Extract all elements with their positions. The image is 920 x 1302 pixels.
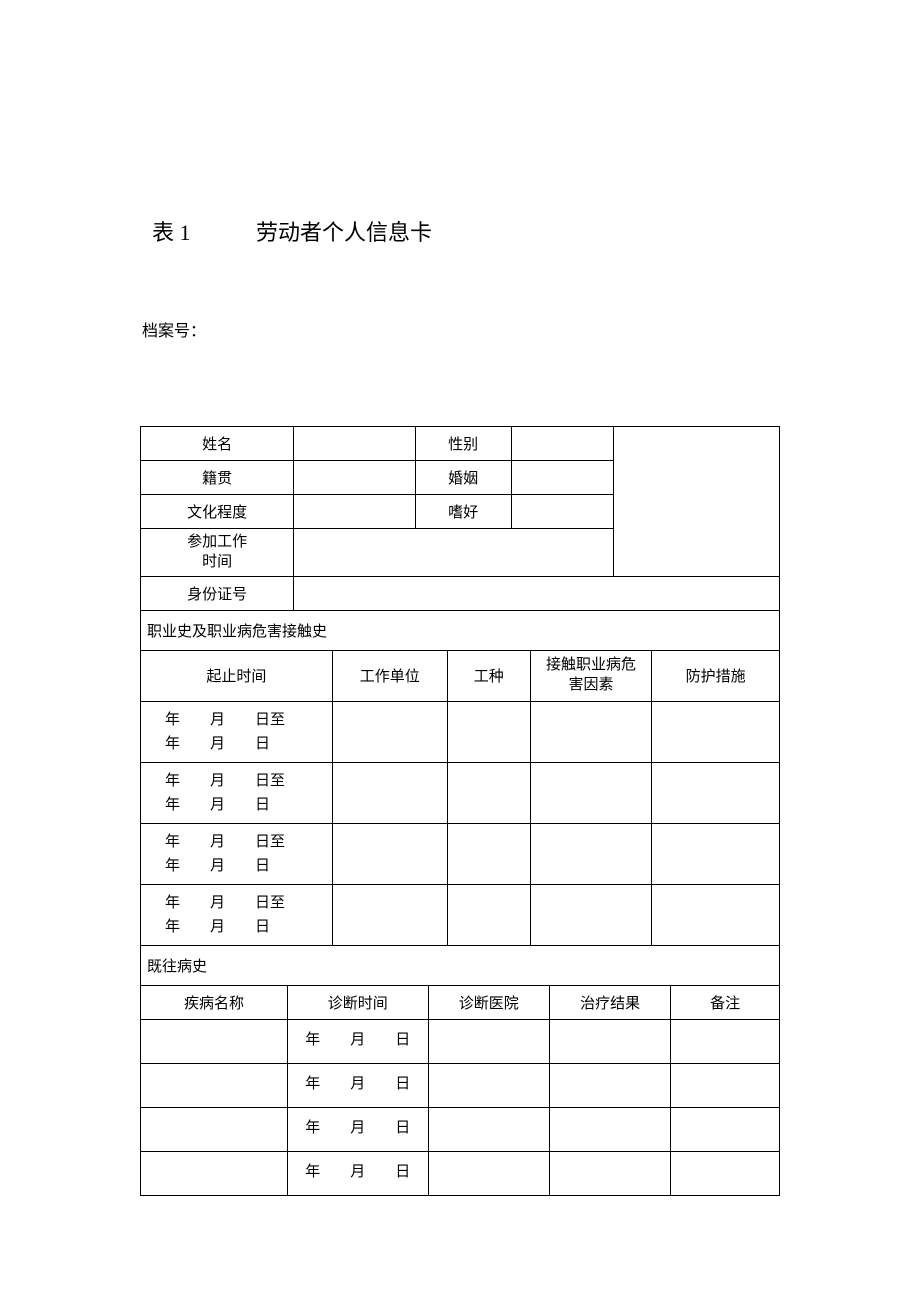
hobby-label: 嗜好: [415, 495, 511, 529]
jobtype-cell: [447, 884, 530, 945]
table-number: 表 1: [152, 220, 191, 245]
table-row: 年 月 日: [141, 1063, 780, 1107]
jobtype-cell: [447, 823, 530, 884]
result-cell: [549, 1019, 670, 1063]
occupation-section-title: 职业史及职业病危害接触史: [141, 611, 780, 651]
origin-label: 籍贯: [141, 461, 294, 495]
table-row: 姓名 性别: [141, 427, 780, 461]
hazard-cell: [530, 884, 651, 945]
name-value: [294, 427, 415, 461]
table-row: 年 月 日: [141, 1019, 780, 1063]
personal-info-table: 姓名 性别 籍贯 婚姻 文化程度 嗜好 参加工作时间 身份证号 职业史及职业病危…: [140, 426, 780, 651]
result-cell: [549, 1107, 670, 1151]
work-start-label: 参加工作时间: [141, 529, 294, 577]
work-start-value: [294, 529, 613, 577]
name-label: 姓名: [141, 427, 294, 461]
result-header: 治疗结果: [549, 986, 670, 1020]
hazard-cell: [530, 701, 651, 762]
history-section-title: 既往病史: [141, 945, 780, 985]
table-row: 身份证号: [141, 577, 780, 611]
hospital-cell: [428, 1063, 549, 1107]
table-row: 职业史及职业病危害接触史: [141, 611, 780, 651]
medical-history-table: 疾病名称 诊断时间 诊断医院 治疗结果 备注 年 月 日 年 月 日 年 月 日…: [140, 986, 780, 1196]
disease-header: 疾病名称: [141, 986, 288, 1020]
period-header: 起止时间: [141, 651, 333, 701]
employer-header: 工作单位: [332, 651, 447, 701]
protection-cell: [652, 701, 780, 762]
employer-cell: [332, 823, 447, 884]
period-cell: 年 月 日至年 月 日: [141, 823, 333, 884]
gender-value: [511, 427, 613, 461]
gender-label: 性别: [415, 427, 511, 461]
protection-cell: [652, 884, 780, 945]
hazard-cell: [530, 823, 651, 884]
employer-cell: [332, 884, 447, 945]
diagtime-cell: 年 月 日: [287, 1107, 428, 1151]
table-row: 年 月 日至年 月 日: [141, 701, 780, 762]
remark-cell: [671, 1063, 780, 1107]
disease-cell: [141, 1151, 288, 1195]
jobtype-cell: [447, 701, 530, 762]
marriage-label: 婚姻: [415, 461, 511, 495]
hospital-cell: [428, 1107, 549, 1151]
table-row: 既往病史: [141, 945, 780, 985]
remark-header: 备注: [671, 986, 780, 1020]
table-row: 年 月 日: [141, 1107, 780, 1151]
diagtime-cell: 年 月 日: [287, 1019, 428, 1063]
hospital-cell: [428, 1019, 549, 1063]
origin-value: [294, 461, 415, 495]
table-row: 年 月 日至年 月 日: [141, 884, 780, 945]
table-row: 起止时间 工作单位 工种 接触职业病危害因素 防护措施: [141, 651, 780, 701]
diagtime-cell: 年 月 日: [287, 1151, 428, 1195]
protection-cell: [652, 762, 780, 823]
diagtime-cell: 年 月 日: [287, 1063, 428, 1107]
id-value: [294, 577, 780, 611]
period-cell: 年 月 日至年 月 日: [141, 701, 333, 762]
result-cell: [549, 1151, 670, 1195]
occupation-history-table: 起止时间 工作单位 工种 接触职业病危害因素 防护措施 年 月 日至年 月 日 …: [140, 651, 780, 986]
table-row: 疾病名称 诊断时间 诊断医院 治疗结果 备注: [141, 986, 780, 1020]
period-cell: 年 月 日至年 月 日: [141, 762, 333, 823]
education-value: [294, 495, 415, 529]
jobtype-cell: [447, 762, 530, 823]
hospital-cell: [428, 1151, 549, 1195]
hazard-cell: [530, 762, 651, 823]
protection-header: 防护措施: [652, 651, 780, 701]
remark-cell: [671, 1107, 780, 1151]
jobtype-header: 工种: [447, 651, 530, 701]
period-cell: 年 月 日至年 月 日: [141, 884, 333, 945]
hazard-header: 接触职业病危害因素: [530, 651, 651, 701]
disease-cell: [141, 1107, 288, 1151]
id-label: 身份证号: [141, 577, 294, 611]
hospital-header: 诊断医院: [428, 986, 549, 1020]
education-label: 文化程度: [141, 495, 294, 529]
employer-cell: [332, 701, 447, 762]
employer-cell: [332, 762, 447, 823]
result-cell: [549, 1063, 670, 1107]
table-row: 年 月 日: [141, 1151, 780, 1195]
disease-cell: [141, 1063, 288, 1107]
remark-cell: [671, 1151, 780, 1195]
photo-cell: [613, 427, 779, 577]
page-title: 劳动者个人信息卡: [256, 220, 432, 245]
table-row: 年 月 日至年 月 日: [141, 762, 780, 823]
disease-cell: [141, 1019, 288, 1063]
marriage-value: [511, 461, 613, 495]
table-row: 年 月 日至年 月 日: [141, 823, 780, 884]
protection-cell: [652, 823, 780, 884]
remark-cell: [671, 1019, 780, 1063]
page-header: 表 1 劳动者个人信息卡: [140, 215, 780, 247]
hobby-value: [511, 495, 613, 529]
diagtime-header: 诊断时间: [287, 986, 428, 1020]
file-number-label: 档案号：: [140, 317, 780, 341]
